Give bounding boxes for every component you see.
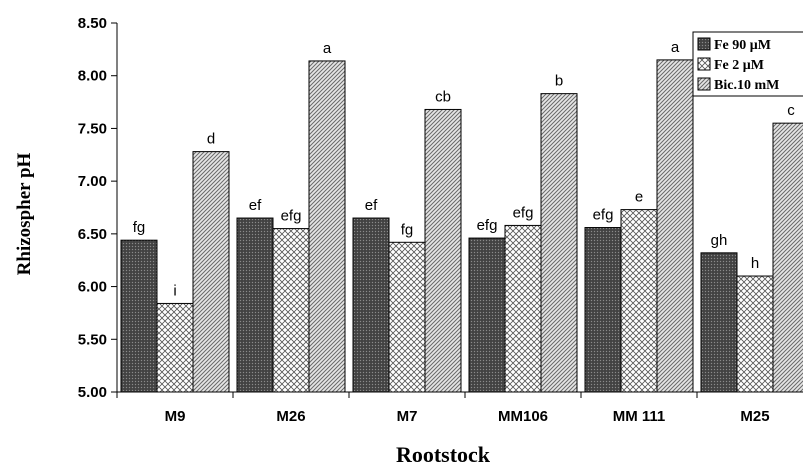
legend-swatch bbox=[697, 77, 711, 91]
axes bbox=[111, 22, 803, 398]
x-tick-label: MM106 bbox=[498, 408, 548, 425]
bar-significance-label: fg bbox=[133, 219, 146, 236]
y-axis-title: Rhizospher pH bbox=[14, 152, 35, 275]
bar-significance-label: cb bbox=[435, 88, 451, 105]
bar-significance-label: d bbox=[207, 131, 215, 148]
legend-label: Fe 90 μM bbox=[714, 38, 771, 53]
legend-label: Fe 2 μM bbox=[714, 58, 764, 73]
y-tick-label: 5.00 bbox=[78, 384, 107, 401]
x-tick-label: M25 bbox=[740, 408, 769, 425]
bar-significance-label: efg bbox=[477, 217, 498, 234]
bar-significance-label: a bbox=[671, 39, 680, 56]
bar-significance-label: efg bbox=[513, 204, 534, 221]
bar-significance-label: efg bbox=[593, 207, 614, 224]
bar bbox=[620, 209, 658, 393]
bar bbox=[424, 108, 462, 393]
bar bbox=[236, 217, 274, 393]
bar bbox=[468, 237, 506, 393]
bar-significance-label: gh bbox=[711, 232, 728, 249]
x-tick-labels: M9 M26 M7 MM106 MM 111 M25 bbox=[165, 408, 770, 425]
bar-significance-label: b bbox=[555, 73, 563, 90]
y-tick-label: 7.00 bbox=[78, 173, 107, 190]
y-tick-labels: 5.00 5.50 6.00 6.50 7.00 7.50 8.00 8.50 bbox=[78, 15, 107, 401]
bar bbox=[352, 217, 390, 393]
y-tick-label: 8.50 bbox=[78, 15, 107, 32]
x-tick-label: M7 bbox=[397, 408, 418, 425]
bar bbox=[540, 93, 578, 393]
bar bbox=[308, 60, 346, 393]
legend-box bbox=[692, 31, 803, 97]
bar bbox=[700, 252, 738, 393]
bar-significance-label: h bbox=[751, 255, 759, 272]
bar bbox=[156, 302, 194, 393]
y-tick-label: 7.50 bbox=[78, 120, 107, 137]
bar-significance-label: a bbox=[323, 40, 332, 57]
y-tick-label: 8.00 bbox=[78, 68, 107, 85]
y-tick-label: 6.50 bbox=[78, 226, 107, 243]
bar-significance-label: c bbox=[787, 102, 795, 119]
bar bbox=[120, 239, 158, 393]
legend-label: Bic.10 mM bbox=[714, 78, 779, 93]
bar bbox=[656, 59, 694, 393]
bar-marks bbox=[120, 59, 803, 393]
bar bbox=[192, 151, 230, 393]
bar bbox=[736, 275, 774, 393]
x-tick-label: M26 bbox=[276, 408, 305, 425]
bar bbox=[584, 227, 622, 393]
legend-swatch bbox=[697, 37, 711, 51]
y-tick-label: 5.50 bbox=[78, 331, 107, 348]
bar bbox=[272, 228, 310, 393]
x-tick-label: MM 111 bbox=[613, 408, 666, 425]
bar-significance-label: fg bbox=[401, 221, 414, 238]
x-tick-label: M9 bbox=[165, 408, 186, 425]
y-tick-label: 6.00 bbox=[78, 279, 107, 296]
bar-significance-label: e bbox=[635, 189, 643, 206]
bar-significance-label: ef bbox=[249, 197, 262, 214]
x-axis-title: Rootstock bbox=[396, 442, 491, 467]
bar-significance-label: i bbox=[173, 282, 176, 299]
bar bbox=[504, 224, 542, 393]
bar-significance-label: ef bbox=[365, 197, 378, 214]
legend-swatch bbox=[697, 57, 711, 71]
bar bbox=[388, 241, 426, 393]
bar-significance-label: efg bbox=[281, 208, 302, 225]
bar bbox=[772, 122, 803, 393]
legend: Fe 90 μM Fe 2 μM Bic.10 mM bbox=[692, 31, 803, 97]
